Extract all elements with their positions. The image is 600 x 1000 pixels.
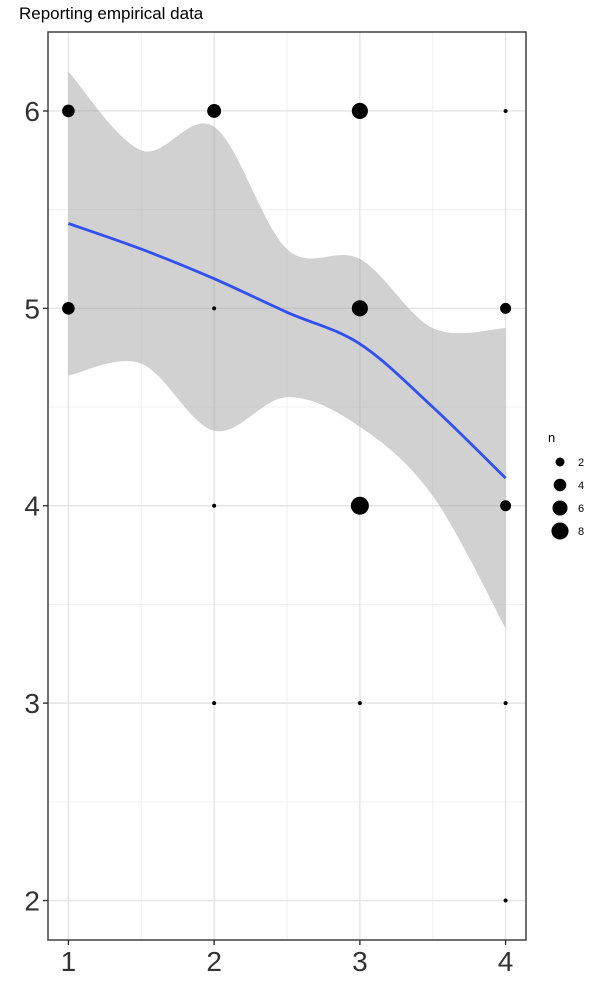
grid xyxy=(48,32,526,940)
data-point xyxy=(62,104,75,118)
y-tick-label: 3 xyxy=(24,688,40,719)
x-tick-label: 2 xyxy=(206,946,222,977)
data-point xyxy=(212,503,217,508)
points-group xyxy=(62,102,512,903)
data-point xyxy=(500,500,512,512)
data-point xyxy=(503,108,508,113)
smooth-line xyxy=(67,222,507,480)
legend-key xyxy=(553,478,567,492)
smooth-line-group xyxy=(67,222,507,480)
panel-border xyxy=(47,31,527,941)
y-tick-label: 2 xyxy=(24,886,40,917)
y-tick-label: 4 xyxy=(24,491,40,522)
legend-label: 8 xyxy=(578,526,584,538)
data-point xyxy=(62,302,75,315)
legend-title: n xyxy=(548,430,555,445)
legend-label: 2 xyxy=(578,457,584,469)
data-point xyxy=(503,898,508,903)
data-point xyxy=(207,104,222,118)
data-point xyxy=(357,701,362,706)
data-point xyxy=(350,496,369,515)
legend-label: 4 xyxy=(578,480,584,492)
confidence-band-group xyxy=(68,71,506,629)
legend-key xyxy=(555,457,565,467)
legend-key xyxy=(552,500,568,516)
chart-title: Reporting empirical data xyxy=(19,4,204,23)
legend: n 2 4 6 8 xyxy=(548,430,584,540)
y-tick-label: 5 xyxy=(24,293,40,324)
confidence-band xyxy=(68,71,506,629)
x-tick-label: 3 xyxy=(352,946,368,977)
data-point xyxy=(500,302,512,314)
data-point xyxy=(351,102,368,120)
legend-key xyxy=(551,522,569,540)
data-point xyxy=(351,300,368,317)
y-tick-label: 6 xyxy=(24,96,40,127)
x-tick-label: 4 xyxy=(498,946,514,977)
x-tick-label: 1 xyxy=(61,946,77,977)
data-point xyxy=(212,306,217,311)
data-point xyxy=(212,701,217,706)
legend-label: 6 xyxy=(578,503,584,515)
data-point xyxy=(503,701,508,706)
